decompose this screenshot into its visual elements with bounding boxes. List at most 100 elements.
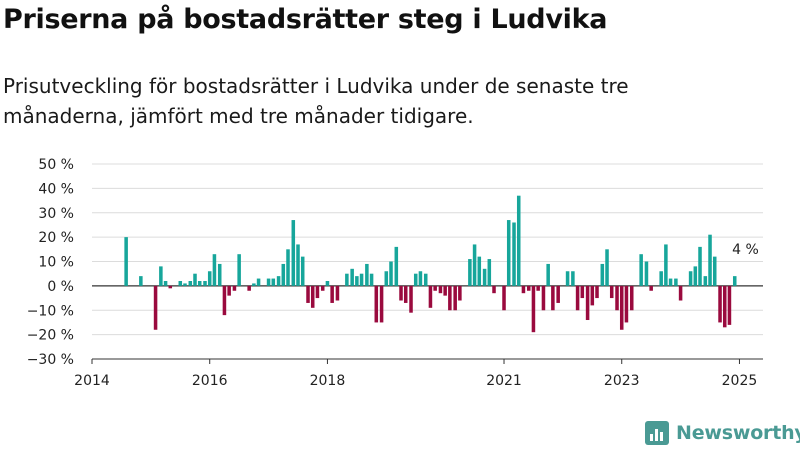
- y-tick-label: −10 %: [27, 303, 74, 319]
- bar: [580, 285, 585, 299]
- bar: [727, 285, 732, 325]
- bar: [310, 285, 315, 308]
- x-axis: 2014 2016 2018 2021 2023 2025: [74, 358, 763, 389]
- bar: [423, 273, 428, 286]
- bar: [708, 234, 712, 286]
- bar: [541, 285, 546, 311]
- y-tick-label: 30 %: [38, 206, 74, 222]
- bar: [403, 285, 408, 303]
- bar: [379, 285, 384, 323]
- bar: [330, 285, 334, 303]
- bar: [453, 285, 457, 311]
- bar: [222, 285, 227, 316]
- bar: [247, 285, 251, 291]
- bar: [448, 285, 452, 311]
- y-tick-label: 0 %: [47, 279, 74, 295]
- bar: [639, 254, 643, 286]
- bar: [163, 281, 168, 286]
- x-tick-label: 2014: [74, 373, 110, 389]
- x-tick-label: 2016: [192, 373, 228, 389]
- bar: [664, 244, 668, 286]
- bar: [732, 276, 737, 286]
- bar: [506, 220, 511, 286]
- bar: [159, 266, 163, 286]
- bar: [203, 281, 207, 286]
- bar: [678, 285, 683, 301]
- x-tick-label: 2023: [604, 373, 640, 389]
- last-value-label: 4 %: [732, 242, 759, 258]
- bar: [712, 256, 717, 286]
- bar: [428, 285, 433, 308]
- newsworthy-logo-icon: [645, 421, 669, 445]
- bar: [365, 263, 369, 286]
- y-tick-label: −20 %: [27, 328, 74, 344]
- bar: [438, 285, 443, 294]
- bar: [374, 285, 379, 323]
- chart-title: Priserna på bostadsrätter steg i Ludvika: [3, 4, 608, 35]
- bar: [516, 195, 521, 286]
- bar: [325, 281, 330, 286]
- bar: [619, 285, 624, 330]
- bar: [482, 268, 487, 286]
- y-tick-label: 50 %: [38, 157, 74, 173]
- bar: [468, 259, 472, 286]
- bar: [585, 285, 590, 321]
- bar: [668, 278, 673, 286]
- bar: [649, 285, 653, 291]
- bar: [124, 237, 128, 286]
- bar: [472, 244, 477, 286]
- bar: [571, 271, 575, 286]
- bar: [394, 246, 399, 286]
- bar: [399, 285, 403, 301]
- bar: [624, 285, 629, 323]
- bar: [521, 285, 526, 294]
- bar: [384, 271, 389, 286]
- bar: [207, 271, 212, 286]
- x-tick-label: 2018: [310, 373, 346, 389]
- bar: [237, 254, 241, 286]
- bar: [546, 263, 550, 286]
- bar: [605, 249, 609, 286]
- bar: [276, 276, 281, 286]
- y-tick-label: 20 %: [38, 230, 74, 246]
- bar: [458, 285, 462, 301]
- bar: [718, 285, 722, 323]
- bar: [502, 285, 506, 311]
- bar: [629, 285, 634, 311]
- bar: [178, 281, 183, 286]
- bar: [565, 271, 570, 286]
- chart-subtitle: Prisutveckling för bostadsrätter i Ludvi…: [3, 74, 629, 128]
- bar: [413, 273, 418, 286]
- bar: [688, 271, 693, 286]
- bar: [693, 266, 698, 286]
- bar: [281, 263, 286, 286]
- bar: [217, 263, 222, 286]
- bar: [183, 283, 187, 286]
- bar: [271, 278, 276, 286]
- bar: [674, 278, 678, 286]
- bar: [188, 281, 193, 286]
- bar: [355, 276, 359, 286]
- bar: [722, 285, 727, 328]
- bar: [487, 259, 492, 286]
- bar: [227, 285, 231, 296]
- bar: [659, 271, 663, 286]
- bar: [306, 285, 310, 303]
- bar: [590, 285, 595, 306]
- brand-logo: Newsworthy: [645, 419, 800, 447]
- y-tick-label: 10 %: [38, 255, 74, 271]
- bar: [359, 273, 364, 286]
- bar: [531, 285, 536, 333]
- y-tick-labels: −30 % −20 % −10 % 0 % 10 % 20 % 30 % 40 % 50 %: [27, 157, 74, 368]
- bar: [443, 285, 447, 296]
- bar: [335, 285, 340, 301]
- bar: [389, 261, 393, 286]
- x-tick-label: 2025: [722, 373, 758, 389]
- bar: [266, 278, 271, 286]
- bar: [315, 285, 320, 299]
- bar: [536, 285, 540, 291]
- bar: [286, 249, 290, 286]
- bar: [153, 285, 158, 330]
- bar: [609, 285, 614, 299]
